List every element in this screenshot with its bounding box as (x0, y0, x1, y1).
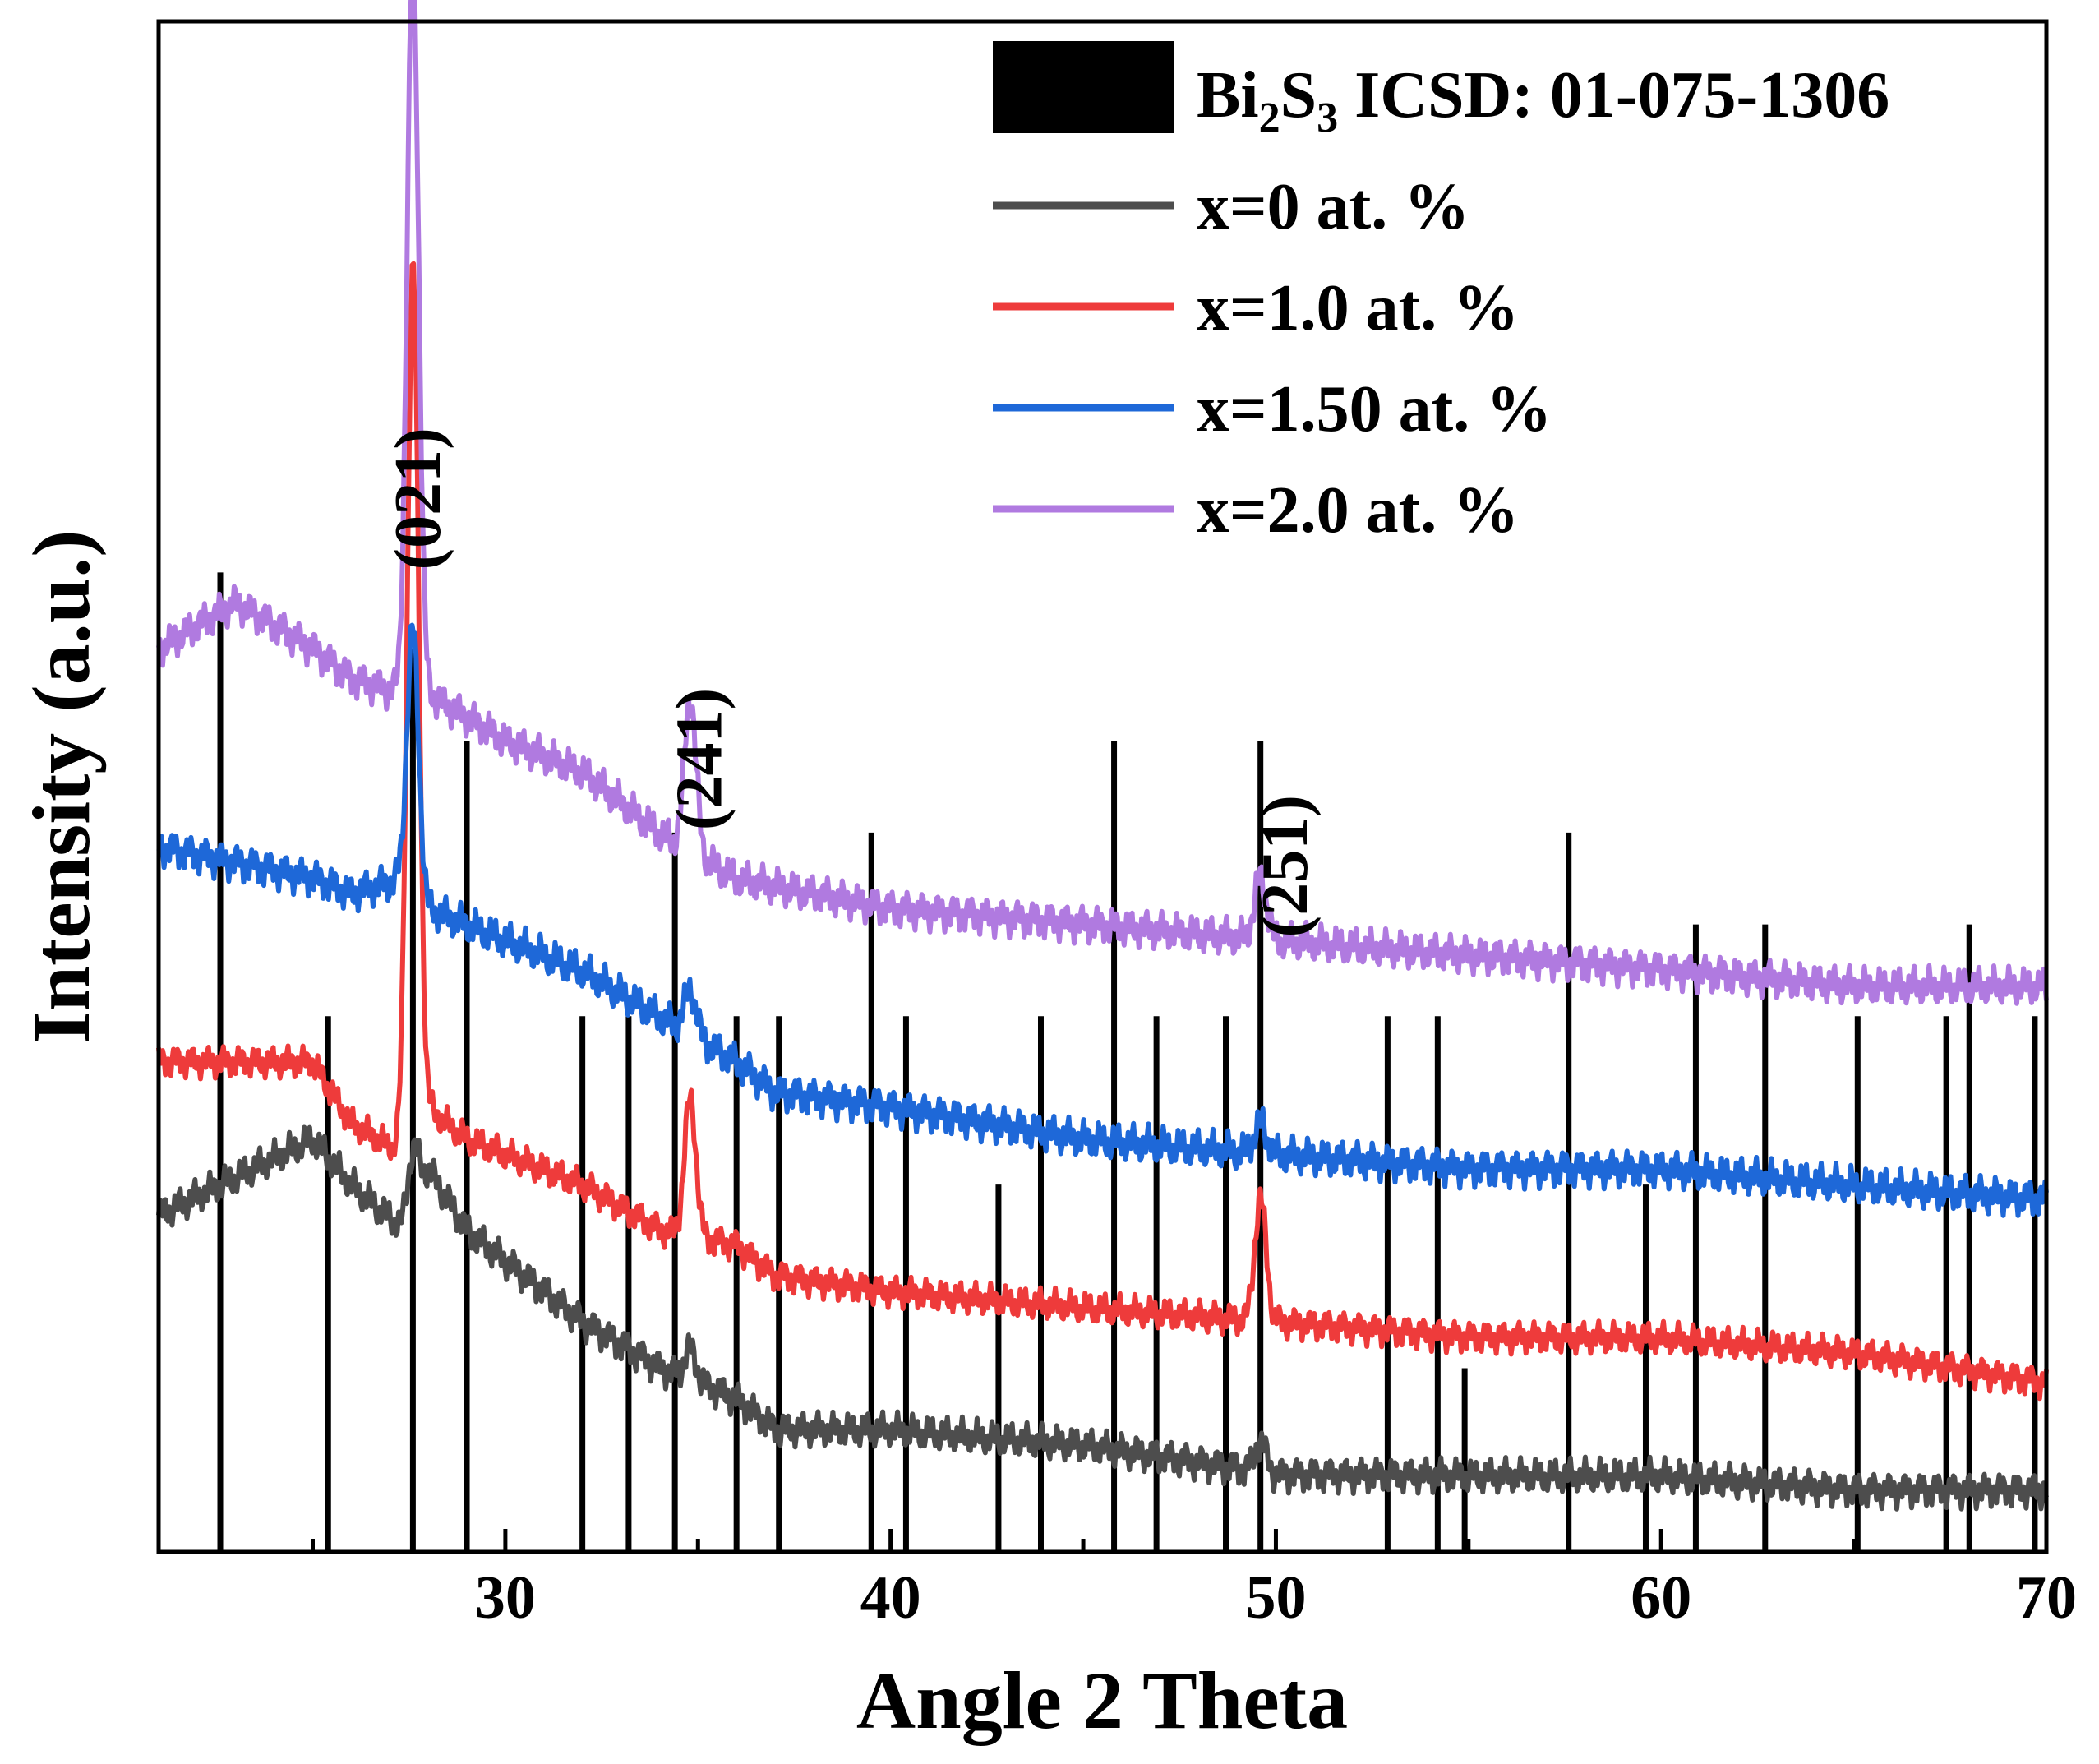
series-line (156, 261, 2049, 1402)
legend-label-reference: Bi2S3 ICSD: 01-075-1306 (1197, 59, 1889, 141)
x-tick-label: 60 (1631, 1564, 1691, 1632)
plot-frame (156, 19, 2049, 1554)
reference-name-part: S (1280, 59, 1317, 132)
legend-label-x150: x=1.50 at. % (1197, 373, 1552, 446)
y-axis-label: Intensity (a.u.) (16, 529, 107, 1043)
peak-annotations: (021) (241) (251) (382, 427, 1322, 937)
series-line (156, 0, 2049, 1006)
legend-label-x2: x=2.0 at. % (1197, 474, 1519, 547)
reference-subscript-part: 2 (1259, 95, 1280, 141)
series-line (156, 1124, 2049, 1512)
x-tick-label: 30 (475, 1564, 536, 1632)
legend-swatch-reference (993, 41, 1174, 133)
series-group (156, 0, 2049, 1512)
reference-name-part: Bi (1197, 59, 1259, 132)
peak-annotation: (241) (663, 688, 736, 830)
reference-name-part: ICSD: 01-075-1306 (1338, 59, 1889, 132)
x-axis-label: Angle 2 Theta (856, 1655, 1348, 1746)
peak-annotation: (021) (382, 427, 454, 570)
reference-subscript-part: 3 (1317, 95, 1338, 141)
x-tick-label: 40 (860, 1564, 921, 1632)
x-tick-label: 70 (2016, 1564, 2077, 1632)
x-tick-label: 50 (1245, 1564, 1306, 1632)
series-line (156, 622, 2049, 1218)
x-axis-ticks: 30 40 50 60 70 (311, 1529, 2077, 1632)
peak-annotation: (251) (1249, 795, 1322, 937)
legend: Bi2S3 ICSD: 01-075-1306 x=0 at. % x=1.0 … (993, 41, 1889, 547)
legend-label-x0: x=0 at. % (1197, 171, 1469, 243)
legend-label-x1: x=1.0 at. % (1197, 272, 1519, 344)
